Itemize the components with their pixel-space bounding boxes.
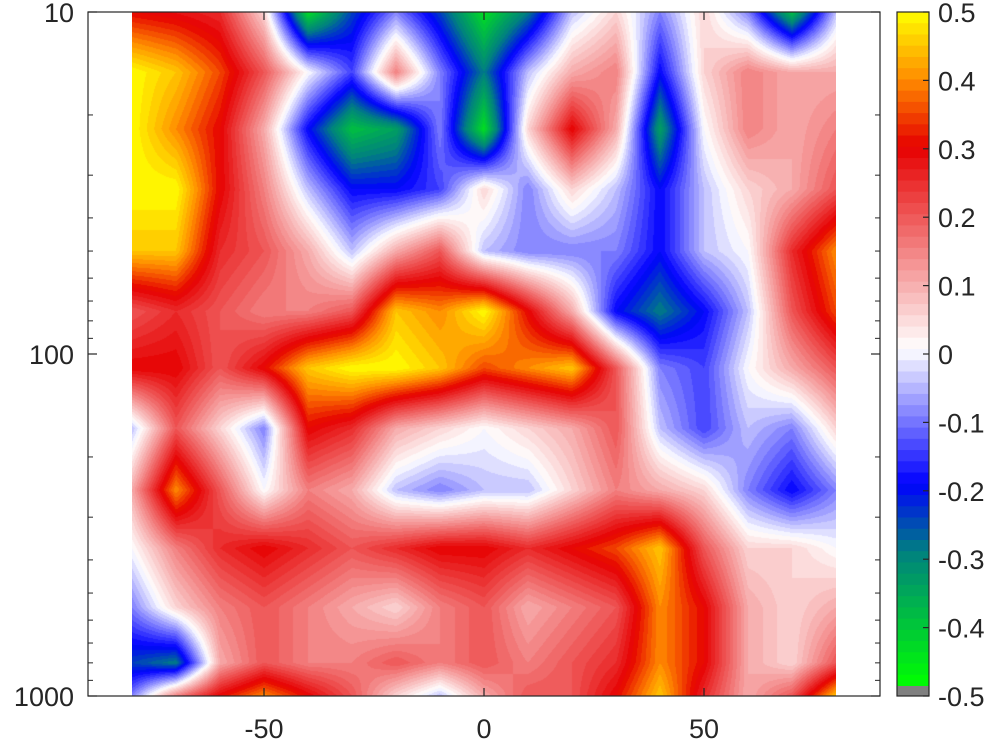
colorbar-swatch — [897, 292, 929, 305]
colorbar-swatch — [897, 674, 929, 687]
colorbar-swatch — [897, 495, 929, 507]
colorbar-swatch — [897, 405, 929, 417]
colorbar-swatch — [897, 90, 929, 103]
colorbar-swatch — [897, 461, 929, 474]
colorbar-swatch — [897, 259, 929, 271]
colorbar-swatch — [897, 349, 929, 361]
colorbar-swatch — [897, 584, 929, 597]
colorbar-swatch — [897, 202, 929, 215]
colorbar-swatch — [897, 180, 929, 193]
colorbar-swatch — [897, 607, 929, 620]
x-tick-label: -50 — [244, 714, 283, 740]
colorbar-swatch — [897, 596, 929, 608]
colorbar-swatch — [897, 641, 929, 653]
colorbar-tick-label: 0.4 — [938, 66, 976, 96]
colorbar-under-swatch — [897, 686, 929, 696]
colorbar-swatch — [897, 270, 929, 283]
colorbar-tick-label: -0.2 — [938, 477, 985, 507]
colorbar-swatch — [897, 506, 929, 519]
colorbar-swatch — [897, 79, 929, 92]
x-tick-label: 0 — [476, 714, 491, 740]
colorbar: 0.5 0.4 0.3 0.2 0.1 0 -0.1 -0.2 -0.3 -0.4 -0.5 — [896, 0, 985, 712]
y-tick-label: 100 — [29, 340, 74, 370]
colorbar-swatch — [897, 438, 929, 451]
colorbar-swatch — [897, 472, 929, 485]
colorbar-tick-label: 0 — [938, 340, 953, 370]
colorbar-swatch — [897, 281, 929, 294]
colorbar-swatch — [897, 517, 929, 530]
colorbar-swatch — [897, 56, 929, 69]
x-axis-ticks: -50 0 50 — [244, 12, 719, 740]
colorbar-swatch — [897, 326, 929, 339]
colorbar-swatch — [897, 629, 929, 642]
y-axis-ticks: 10 100 1000 — [14, 0, 880, 712]
colorbar-swatch — [897, 113, 929, 125]
colorbar-swatch — [897, 214, 929, 227]
colorbar-swatch — [897, 45, 929, 58]
heatmap-image — [132, 12, 836, 696]
colorbar-tick-label: 0.2 — [938, 203, 976, 233]
colorbar-swatch — [897, 663, 929, 676]
colorbar-swatch — [897, 158, 929, 170]
colorbar-tick-label: 0.5 — [938, 0, 976, 28]
colorbar-swatch — [897, 12, 929, 24]
colorbar-swatch — [897, 382, 929, 395]
colorbar-tick-label: -0.5 — [938, 682, 985, 712]
colorbar-swatch — [897, 618, 929, 631]
colorbar-tick-label: 0.3 — [938, 135, 976, 165]
colorbar-swatch — [897, 247, 929, 260]
colorbar-tick-label: -0.1 — [938, 408, 985, 438]
colorbar-swatch — [897, 360, 929, 373]
colorbar-swatch — [897, 393, 929, 406]
colorbar-swatch — [897, 236, 929, 249]
colorbar-swatch — [897, 101, 929, 114]
colorbar-swatch — [897, 135, 929, 148]
colorbar-swatch — [897, 146, 929, 159]
heatmap-surface — [132, 12, 836, 696]
colorbar-swatch — [897, 371, 929, 384]
colorbar-swatch — [897, 573, 929, 586]
colorbar-swatch — [897, 23, 929, 36]
colorbar-swatch — [897, 652, 929, 665]
colorbar-swatch — [897, 34, 929, 47]
colorbar-swatch — [897, 539, 929, 552]
colorbar-swatch — [897, 427, 929, 440]
colorbar-swatch — [897, 68, 929, 80]
colorbar-swatch — [897, 169, 929, 182]
colorbar-swatch — [897, 483, 929, 496]
colorbar-tick-label: 0.1 — [938, 272, 976, 302]
colorbar-swatch — [897, 337, 929, 350]
y-tick-label: 10 — [44, 0, 74, 28]
colorbar-swatch — [897, 450, 929, 462]
colorbar-swatch — [897, 562, 929, 575]
colorbar-swatch — [897, 225, 929, 238]
colorbar-tick-label: -0.3 — [938, 545, 985, 575]
colorbar-swatch — [897, 551, 929, 564]
colorbar-swatch — [897, 191, 929, 204]
colorbar-swatch — [897, 304, 929, 316]
colorbar-swatch — [897, 416, 929, 429]
colorbar-swatch — [897, 315, 929, 328]
y-tick-label: 1000 — [14, 682, 74, 712]
x-tick-label: 50 — [689, 714, 719, 740]
colorbar-swatch — [897, 528, 929, 541]
colorbar-tick-label: -0.4 — [938, 614, 985, 644]
colorbar-swatch — [897, 124, 929, 137]
